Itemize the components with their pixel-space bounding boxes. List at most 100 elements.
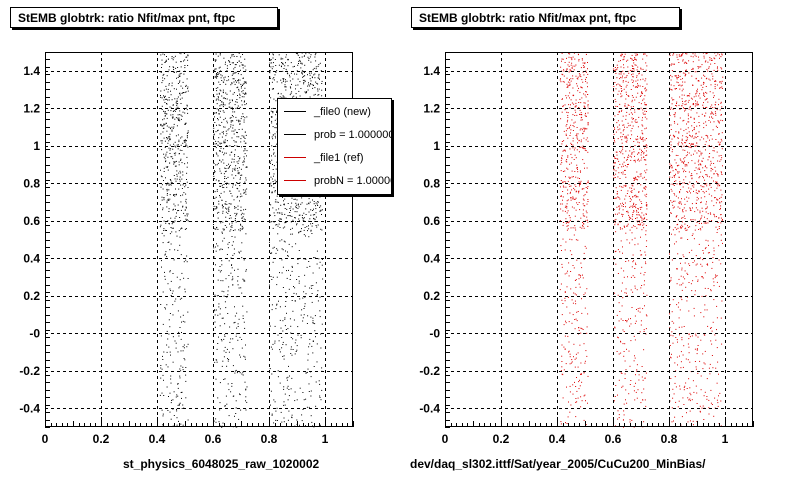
data-point — [560, 245, 562, 247]
data-point — [227, 212, 229, 214]
data-point — [684, 278, 686, 280]
data-point — [676, 228, 678, 230]
data-point — [694, 145, 696, 147]
data-point — [701, 64, 703, 66]
data-point — [669, 114, 671, 116]
data-point — [572, 95, 574, 97]
data-point — [669, 304, 671, 306]
data-point — [695, 366, 697, 368]
data-point — [183, 347, 185, 349]
data-point — [309, 201, 311, 203]
data-point — [624, 360, 626, 362]
data-point — [702, 250, 704, 251]
data-point — [279, 218, 281, 220]
data-point — [242, 77, 244, 79]
data-point — [644, 399, 646, 401]
data-point — [218, 110, 220, 112]
data-point — [218, 336, 219, 338]
data-point — [275, 209, 277, 211]
data-point — [644, 185, 646, 187]
data-point — [161, 63, 163, 65]
data-point — [685, 176, 687, 178]
data-point — [169, 153, 171, 154]
data-point — [221, 231, 223, 233]
data-point — [580, 180, 582, 182]
data-point — [167, 109, 169, 111]
data-point — [621, 120, 623, 122]
data-point — [560, 163, 562, 165]
data-point — [706, 309, 708, 311]
data-point — [645, 213, 647, 215]
data-point — [214, 171, 216, 172]
data-point — [243, 161, 245, 163]
data-point — [677, 123, 679, 125]
data-point — [286, 387, 288, 389]
data-point — [689, 361, 691, 363]
data-point — [225, 98, 226, 100]
data-point — [241, 257, 243, 259]
data-point — [635, 86, 637, 88]
data-point — [236, 56, 238, 57]
data-point — [238, 129, 240, 130]
data-point — [572, 65, 574, 67]
data-point — [234, 306, 235, 308]
data-point — [283, 417, 285, 419]
data-point — [625, 185, 627, 187]
data-point — [575, 286, 577, 288]
data-point — [172, 127, 174, 129]
data-point — [303, 72, 305, 73]
data-point — [699, 164, 701, 166]
data-point — [634, 57, 636, 59]
data-point — [705, 222, 707, 224]
data-point — [572, 196, 574, 198]
data-point — [587, 73, 589, 75]
data-point — [714, 83, 716, 85]
data-point — [694, 71, 696, 73]
data-point — [243, 355, 245, 357]
data-point — [178, 230, 180, 232]
data-point — [277, 233, 279, 235]
data-point — [579, 385, 581, 387]
data-point — [224, 126, 226, 128]
data-point — [173, 69, 175, 70]
data-point — [299, 298, 301, 300]
y-tick-label: -0.2 — [19, 364, 40, 378]
data-point — [714, 86, 716, 88]
data-point — [587, 402, 588, 404]
data-point — [272, 247, 274, 249]
data-point — [184, 59, 186, 61]
data-point — [305, 92, 307, 94]
data-point — [714, 58, 716, 60]
data-point — [711, 343, 713, 345]
data-point — [577, 397, 579, 399]
data-point — [620, 136, 622, 138]
data-point — [284, 317, 286, 319]
data-point — [625, 150, 627, 152]
data-point — [315, 66, 317, 68]
data-point — [620, 110, 622, 112]
data-point — [676, 283, 678, 285]
data-point — [288, 243, 290, 245]
data-point — [173, 110, 175, 111]
data-point — [314, 56, 316, 58]
data-point — [290, 325, 292, 327]
data-point — [183, 92, 184, 93]
data-point — [581, 188, 583, 190]
data-point — [700, 189, 702, 190]
data-point — [271, 159, 273, 161]
data-point — [217, 119, 219, 121]
data-point — [575, 401, 577, 403]
data-point — [316, 203, 318, 205]
data-point — [645, 225, 647, 226]
data-point — [167, 166, 169, 168]
data-point — [642, 224, 644, 226]
data-point — [186, 172, 188, 174]
data-point — [641, 92, 643, 94]
data-point — [632, 76, 634, 78]
data-point — [221, 317, 223, 319]
data-point — [221, 131, 223, 133]
data-point — [621, 305, 623, 307]
data-point — [301, 70, 303, 72]
data-point — [239, 106, 241, 108]
data-point — [679, 71, 681, 73]
